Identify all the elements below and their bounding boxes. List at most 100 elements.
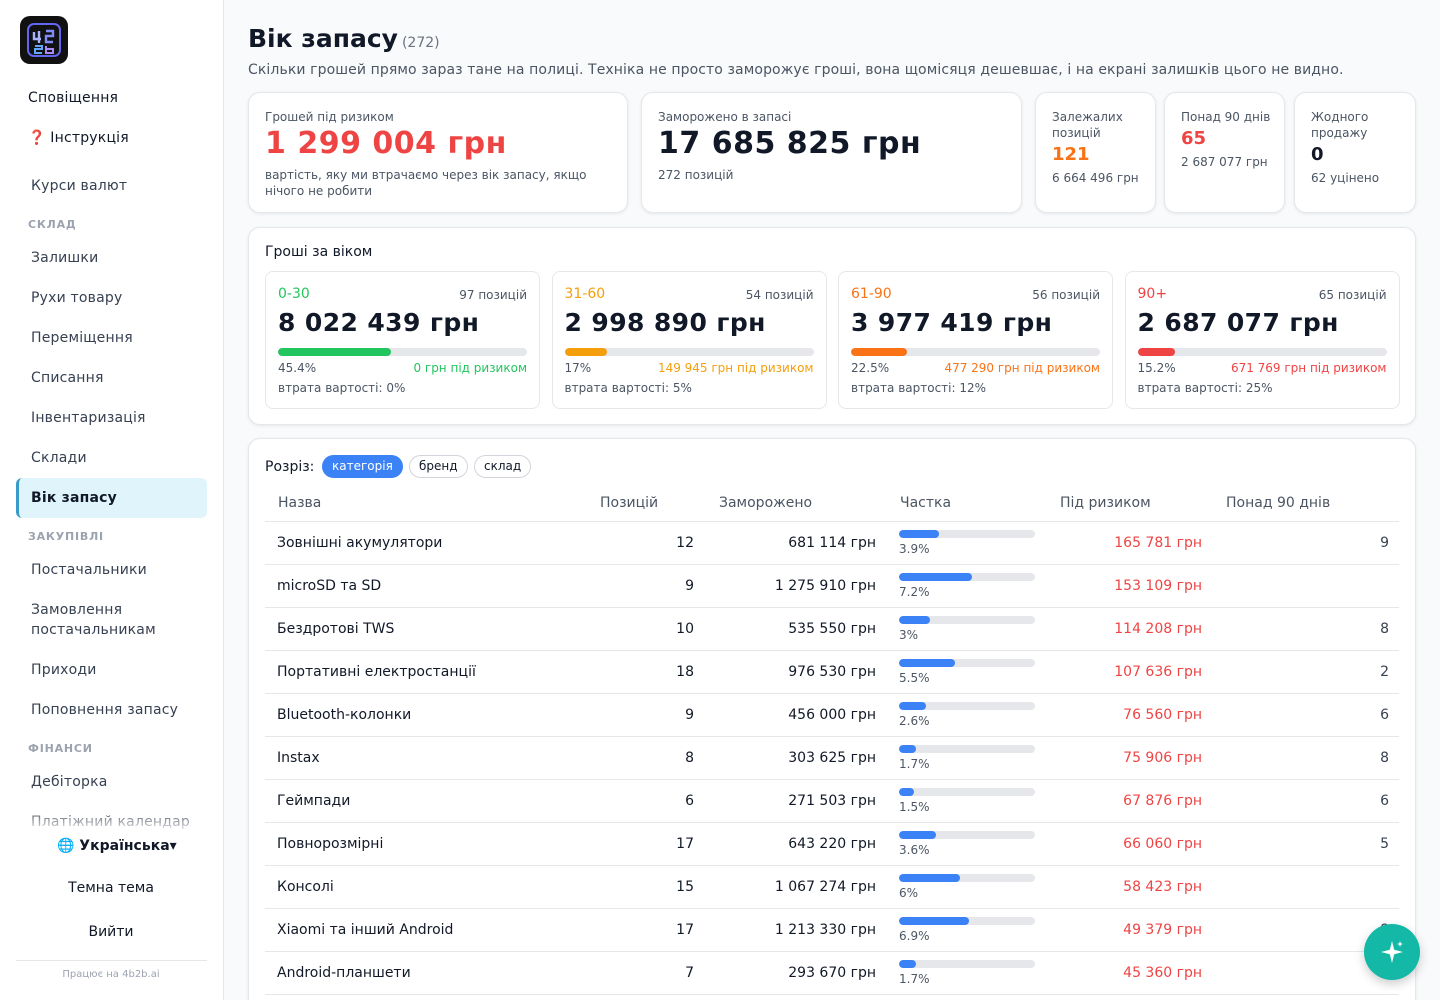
sidebar-item-0-2[interactable]: Переміщення [31, 330, 133, 346]
sidebar-item-0-0[interactable]: Залишки [31, 250, 99, 266]
cut-chip-2[interactable]: склад [474, 455, 532, 478]
row-share: 1.5% [899, 800, 930, 814]
sidebar-item-0-3[interactable]: Списання [31, 370, 104, 386]
age-bucket-bar-fill [1137, 348, 1176, 356]
row-risk: 58 423 грн [1123, 879, 1202, 895]
age-bucket-bar-fill [278, 348, 392, 356]
age-bucket-card[interactable]: 61-90 56 позицій 3 977 419 грн 22.5% 477 290… [838, 271, 1113, 409]
age-bucket-bar [564, 348, 814, 356]
sidebar-item-2-0[interactable]: Дебіторка [31, 774, 108, 790]
row-positions: 12 [676, 535, 694, 551]
nav-item-top-1[interactable]: ❓ Інструкція [28, 130, 129, 146]
row-over90: 6 [1380, 793, 1389, 809]
row-share-bar [899, 960, 1035, 968]
nav-item-top-2[interactable]: Курси валют [31, 178, 128, 194]
row-positions: 9 [685, 578, 694, 594]
age-bucket-bar [278, 348, 527, 356]
row-share-bar-fill [899, 616, 930, 624]
table-row[interactable]: Xiaomi та інший Android 17 1 213 330 грн 6.… [265, 909, 1399, 952]
age-bucket-loss: втрата вартості: 5% [564, 381, 692, 395]
row-over90: 9 [1380, 535, 1389, 551]
age-bucket-card[interactable]: 31-60 54 позицій 2 998 890 грн 17% 149 945 г… [551, 271, 827, 409]
row-share-bar-fill [899, 831, 936, 839]
col-name-header[interactable]: Назва [278, 495, 322, 511]
row-share-bar-fill [899, 702, 926, 710]
row-positions: 6 [685, 793, 694, 809]
row-share-bar-fill [899, 917, 970, 925]
sidebar-item-1-1[interactable]: Замовлення постачальникам [31, 602, 156, 638]
kpi-nosale-value: 0 [1311, 144, 1324, 165]
age-bucket-amount: 8 022 439 грн [278, 308, 480, 337]
age-bucket-bar [1137, 348, 1387, 356]
row-positions: 18 [676, 664, 694, 680]
row-positions: 10 [676, 621, 694, 637]
table-row[interactable]: Портативні електростанції 18 976 530 грн 5.… [265, 651, 1399, 694]
age-bucket-bar-fill [564, 348, 607, 356]
col-risk-header[interactable]: Під ризиком [1060, 495, 1151, 511]
logout-button[interactable]: Вийти [88, 924, 134, 940]
row-positions: 8 [685, 750, 694, 766]
table-row[interactable]: Instax 8 303 625 грн 1.7% 75 906 грн 8 [265, 737, 1399, 780]
sidebar-item-0-6[interactable]: Вік запасу [16, 478, 207, 518]
row-risk: 45 360 грн [1123, 965, 1202, 981]
table-row[interactable]: Bluetooth-колонки 9 456 000 грн 2.6% 76 560 … [265, 694, 1399, 737]
row-share: 2.6% [899, 714, 930, 728]
sidebar-item-0-5[interactable]: Склади [31, 450, 87, 466]
table-row[interactable]: Android-планшети 7 293 670 грн 1.7% 45 360 г… [265, 952, 1399, 995]
sidebar-item-0-1[interactable]: Рухи товару [31, 290, 123, 306]
table-row[interactable]: Геймпади 6 271 503 грн 1.5% 67 876 грн 6 [265, 780, 1399, 823]
age-bucket-card[interactable]: 90+ 65 позицій 2 687 077 грн 15.2% 671 769 г… [1124, 271, 1400, 409]
age-bucket-share: 22.5% [851, 361, 890, 375]
app-logo[interactable] [20, 16, 68, 64]
sidebar-divider [16, 960, 207, 961]
row-risk: 67 876 грн [1123, 793, 1202, 809]
kpi-risk-label: Грошей під ризиком [265, 110, 394, 124]
col-positions-header[interactable]: Позицій [600, 495, 659, 511]
sidebar-item-1-3[interactable]: Поповнення запасу [31, 702, 179, 718]
sidebar-item-1-2[interactable]: Приходи [31, 662, 97, 678]
table-row[interactable]: Бездротові TWS 10 535 550 грн 3% 114 208 грн… [265, 608, 1399, 651]
row-share-bar [899, 917, 1035, 925]
kpi-over90-value: 65 [1181, 128, 1207, 149]
age-bucket-bar-fill [851, 348, 908, 356]
row-share: 3.9% [899, 542, 930, 556]
row-name: Android-планшети [277, 965, 411, 981]
kpi-risk-value: 1 299 004 грн [265, 126, 507, 161]
language-select[interactable]: 🌐 Українська▾ [57, 838, 177, 854]
row-risk: 66 060 грн [1123, 836, 1202, 852]
sidebar-item-1-0[interactable]: Постачальники [31, 562, 147, 578]
table-row[interactable]: Зовнішні акумулятори 12 681 114 грн 3.9% 165… [265, 522, 1399, 565]
age-section-title: Гроші за віком [265, 244, 373, 260]
header-divider [265, 521, 1399, 522]
row-share-bar-fill [899, 745, 917, 753]
kpi-stale-label: Залежалих позицій [1052, 110, 1123, 140]
cut-chip-0[interactable]: категорія [322, 455, 403, 478]
table-row[interactable]: microSD та SD 9 1 275 910 грн 7.2% 153 109 г… [265, 565, 1399, 608]
age-bucket-share: 45.4% [278, 361, 317, 375]
row-name: Instax [277, 750, 320, 766]
row-name: Геймпади [277, 793, 351, 809]
age-bucket-risk: 0 грн під ризиком [413, 361, 527, 375]
row-frozen: 976 530 грн [788, 664, 876, 680]
table-row[interactable]: Консолі 15 1 067 274 грн 6% 58 423 грн [265, 866, 1399, 909]
row-share-bar [899, 874, 1035, 882]
ai-assistant-button[interactable] [1364, 924, 1420, 980]
cut-chip-1[interactable]: бренд [409, 455, 468, 478]
nav-item-top-0[interactable]: Сповіщення [28, 90, 119, 106]
col-over90-header[interactable]: Понад 90 днів [1226, 495, 1331, 511]
col-share-header[interactable]: Частка [900, 495, 952, 511]
theme-toggle[interactable]: Темна тема [68, 880, 154, 896]
table-row[interactable]: Повнорозмірні 17 643 220 грн 3.6% 66 060 грн… [265, 823, 1399, 866]
age-bucket-range: 61-90 [851, 286, 892, 302]
row-over90: 8 [1380, 621, 1389, 637]
sidebar-item-0-4[interactable]: Інвентаризація [31, 410, 146, 426]
age-bucket-card[interactable]: 0-30 97 позицій 8 022 439 грн 45.4% 0 грн пі… [265, 271, 540, 409]
row-name: microSD та SD [277, 578, 382, 594]
row-share-bar-fill [899, 530, 939, 538]
row-share-bar-fill [899, 788, 915, 796]
col-frozen-header[interactable]: Заморожено [719, 495, 813, 511]
row-name: Бездротові TWS [277, 621, 395, 637]
kpi-over90-card: Понад 90 днів 65 2 687 077 грн [1164, 92, 1285, 213]
kpi-frozen-value: 17 685 825 грн [658, 126, 922, 161]
row-frozen: 1 213 330 грн [774, 922, 876, 938]
